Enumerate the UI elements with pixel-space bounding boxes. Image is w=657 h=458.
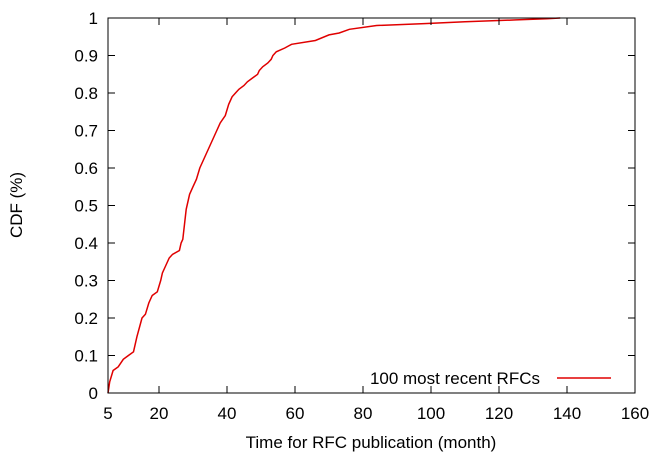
y-tick-label: 0.5 [74, 197, 98, 216]
y-tick-label: 0.6 [74, 159, 98, 178]
y-axis-label: CDF (%) [7, 172, 26, 238]
x-tick-label: 5 [103, 404, 112, 423]
y-tick-label: 0 [89, 384, 98, 403]
y-tick-label: 0.7 [74, 122, 98, 141]
y-tick-label: 0.3 [74, 272, 98, 291]
x-tick-label: 100 [417, 404, 445, 423]
legend: 100 most recent RFCs [370, 369, 611, 388]
x-tick-label: 20 [150, 404, 169, 423]
y-tick-label: 1 [89, 9, 98, 28]
x-tick-label: 40 [218, 404, 237, 423]
y-tick-label: 0.8 [74, 84, 98, 103]
y-tick-label: 0.2 [74, 309, 98, 328]
ticks: 5 20 40 60 80 100 120 140 160 0 0.1 0.2 0.3 0.4 0.5 0.6… [74, 9, 649, 423]
y-tick-label: 0.1 [74, 347, 98, 366]
x-tick-label: 140 [553, 404, 581, 423]
plot-area [107, 17, 561, 394]
y-tick-label: 0.9 [74, 47, 98, 66]
x-tick-label: 120 [485, 404, 513, 423]
x-tick-label: 60 [286, 404, 305, 423]
series-line [107, 17, 561, 394]
legend-label: 100 most recent RFCs [370, 369, 540, 388]
x-tick-label: 80 [354, 404, 373, 423]
x-axis-label: Time for RFC publication (month) [246, 433, 497, 452]
y-tick-label: 0.4 [74, 234, 98, 253]
x-tick-label: 160 [621, 404, 649, 423]
